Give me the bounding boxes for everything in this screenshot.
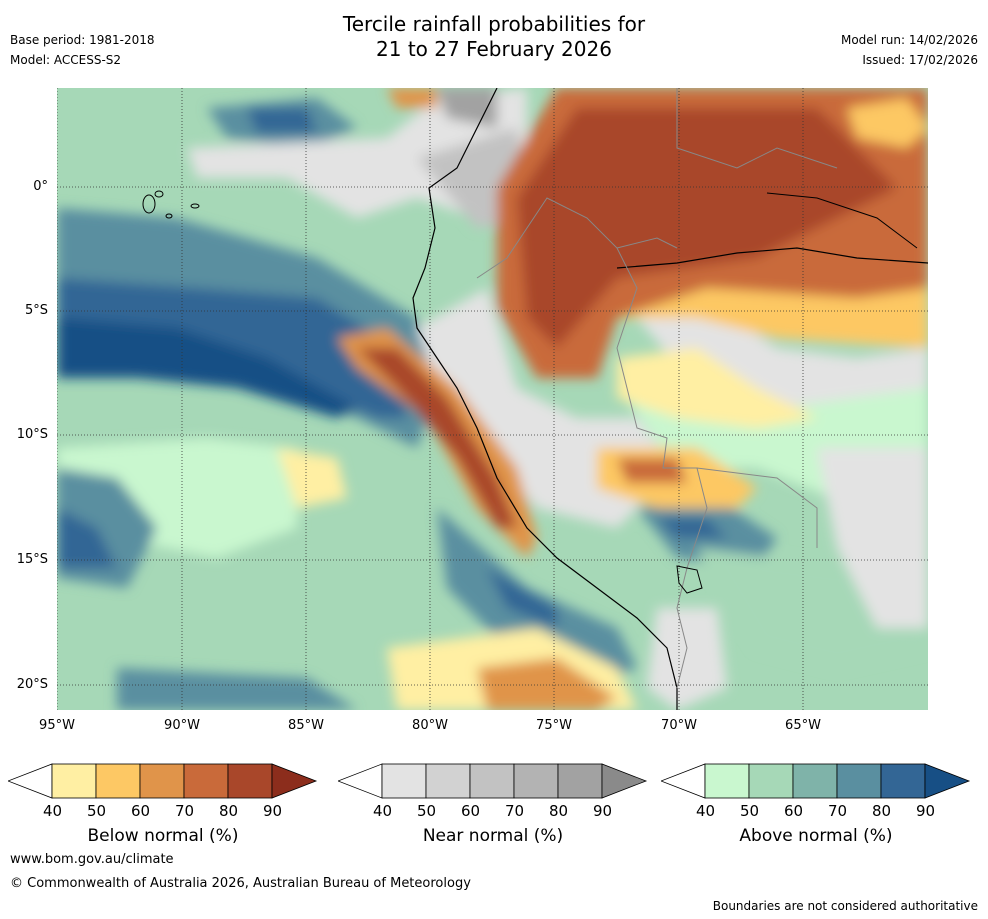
near-bar-segment-4	[513, 763, 559, 799]
footer-url[interactable]: www.bom.gov.au/climate	[10, 852, 174, 867]
amazon-river	[616, 247, 928, 269]
tick-below-70: 70	[175, 802, 195, 820]
legend-label-near: Near normal (%)	[422, 826, 564, 846]
lon-label-85w: 85°W	[288, 718, 324, 733]
below-bar-segment-2	[95, 763, 141, 799]
above-80-coastal	[487, 568, 557, 628]
near-40-area-southeast	[817, 448, 928, 628]
below-bar-segment-3	[139, 763, 185, 799]
near-40-area-south	[647, 608, 727, 710]
chart-title: Tercile rainfall probabilities for 21 to…	[0, 12, 988, 62]
above-bar-segment-1	[704, 763, 750, 799]
lat-label-0: 0°	[33, 179, 48, 194]
above-80-inland	[657, 518, 727, 538]
model-run: Model run: 14/02/2026	[840, 33, 978, 47]
graticule	[57, 88, 928, 710]
probability-map	[57, 88, 928, 710]
lon-label-90w: 90°W	[164, 718, 200, 733]
probability-field	[57, 88, 928, 710]
tick-near-60: 60	[461, 802, 481, 820]
above-bar-segment-4	[836, 763, 882, 799]
colorbar-above-normal	[661, 763, 971, 799]
legend-label-above: Above normal (%)	[739, 826, 893, 846]
below-40-area-east	[617, 348, 817, 428]
river-north	[766, 192, 918, 249]
base-period: Base period: 1981-2018	[10, 33, 155, 47]
below-bar-low-extend	[8, 763, 53, 799]
tick-above-60: 60	[784, 802, 804, 820]
below-60-area-south	[477, 658, 617, 710]
colorbar-near-normal	[338, 763, 648, 799]
meta-left: Base period: 1981-2018 Model: ACCESS-S2	[10, 30, 155, 70]
below-60-area-north	[387, 88, 437, 108]
tick-below-40: 40	[43, 802, 63, 820]
lat-label-20s: 20°S	[16, 677, 48, 692]
tick-near-40: 40	[373, 802, 393, 820]
below-bar-segment-5	[227, 763, 273, 799]
tick-below-80: 80	[219, 802, 239, 820]
galapagos-islands	[142, 190, 200, 219]
lon-label-95w: 95°W	[39, 718, 75, 733]
tick-above-70: 70	[828, 802, 848, 820]
footer-disclaimer: Boundaries are not considered authoritat…	[712, 899, 978, 913]
above-90-area	[57, 318, 357, 418]
tick-above-40: 40	[696, 802, 716, 820]
coastline	[412, 88, 678, 710]
below-80-area-amazon	[517, 108, 897, 348]
lon-label-65w: 65°W	[785, 718, 821, 733]
lon-label-75w: 75°W	[536, 718, 572, 733]
above-bar-segment-5	[880, 763, 926, 799]
country-borders	[476, 88, 838, 689]
above-80-area-sw	[57, 508, 117, 568]
legend-label-below: Below normal (%)	[87, 826, 239, 846]
below-50-area-east	[617, 288, 928, 348]
lon-label-80w: 80°W	[412, 718, 448, 733]
above-bar-segment-3	[792, 763, 838, 799]
above-70-area-south	[117, 668, 357, 710]
tick-above-80: 80	[872, 802, 892, 820]
below-40-area-west	[277, 448, 347, 508]
below-bar-segment-4	[183, 763, 229, 799]
above-bar-high-extend	[924, 763, 971, 799]
colorbar-below-normal	[8, 763, 318, 799]
above-80-north	[247, 108, 317, 133]
title-line-1: Tercile rainfall probabilities for	[342, 12, 646, 36]
title-line-2: 21 to 27 February 2026	[376, 37, 612, 61]
tick-near-80: 80	[549, 802, 569, 820]
above-bar-segment-2	[748, 763, 794, 799]
tick-above-90: 90	[916, 802, 936, 820]
meta-right: Model run: 14/02/2026 Issued: 17/02/2026	[841, 30, 978, 70]
tick-below-90: 90	[263, 802, 283, 820]
lat-label-10s: 10°S	[16, 427, 48, 442]
below-bar-segment-1	[51, 763, 97, 799]
lat-label-5s: 5°S	[24, 303, 48, 318]
tick-below-50: 50	[87, 802, 107, 820]
lon-label-70w: 70°W	[661, 718, 697, 733]
tick-near-50: 50	[417, 802, 437, 820]
near-bar-segment-3	[469, 763, 515, 799]
tick-near-90: 90	[593, 802, 613, 820]
below-bar-high-extend	[271, 763, 318, 799]
issued-date: Issued: 17/02/2026	[862, 53, 978, 67]
below-80-coastal-strip	[357, 348, 517, 528]
footer-copyright: © Commonwealth of Australia 2026, Austra…	[10, 876, 471, 891]
below-50-area-ne	[847, 98, 928, 148]
near-bar-segment-1	[381, 763, 427, 799]
near-bar-segment-2	[425, 763, 471, 799]
above-bar-low-extend	[661, 763, 706, 799]
below-70-area-inland	[617, 458, 687, 483]
model-name: Model: ACCESS-S2	[10, 53, 122, 67]
tick-near-70: 70	[505, 802, 525, 820]
tick-below-60: 60	[131, 802, 151, 820]
lat-label-15s: 15°S	[16, 552, 48, 567]
near-bar-high-extend	[601, 763, 648, 799]
near-bar-low-extend	[338, 763, 383, 799]
tick-above-50: 50	[740, 802, 760, 820]
lake-titicaca	[676, 565, 703, 594]
near-bar-segment-5	[557, 763, 603, 799]
